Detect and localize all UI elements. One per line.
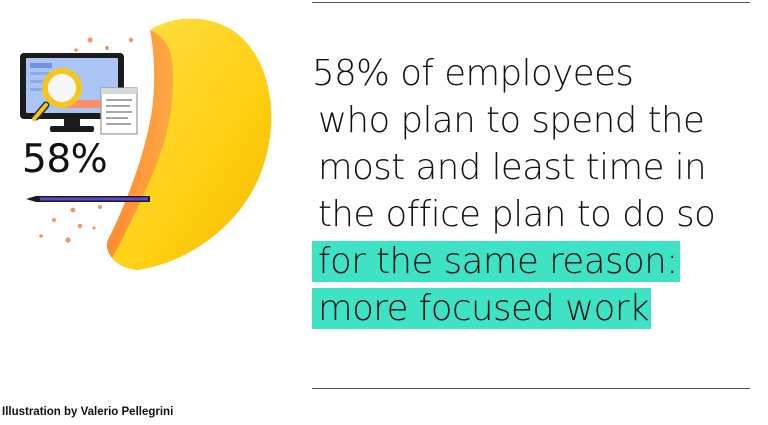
top-divider <box>312 2 750 3</box>
magnifier-icon <box>32 68 82 121</box>
stat-percentage: 58% <box>22 137 108 182</box>
headline-line: the office plan to do so <box>318 194 716 235</box>
highlight-line: for the same reason: <box>312 238 762 285</box>
illustration-credit: Illustration by Valerio Pellegrini <box>2 406 174 418</box>
highlighted-text: for the same reason: <box>312 241 680 282</box>
illustration-graphic <box>20 18 272 270</box>
highlight-line: more focused work <box>312 285 762 332</box>
headline-line: 58% of employees <box>312 53 634 94</box>
illustration: 58% <box>0 0 300 300</box>
orange-wedge <box>106 30 174 258</box>
headline-line: who plan to spend the <box>318 100 705 141</box>
document-icon <box>100 87 138 135</box>
pencil-icon <box>26 196 150 202</box>
bottom-divider <box>312 388 750 389</box>
headline: 58% of employees who plan to spend the m… <box>312 50 762 332</box>
headline-line: most and least time in <box>318 147 707 188</box>
yellow-shape <box>107 18 272 270</box>
highlighted-text: more focused work <box>312 288 652 329</box>
